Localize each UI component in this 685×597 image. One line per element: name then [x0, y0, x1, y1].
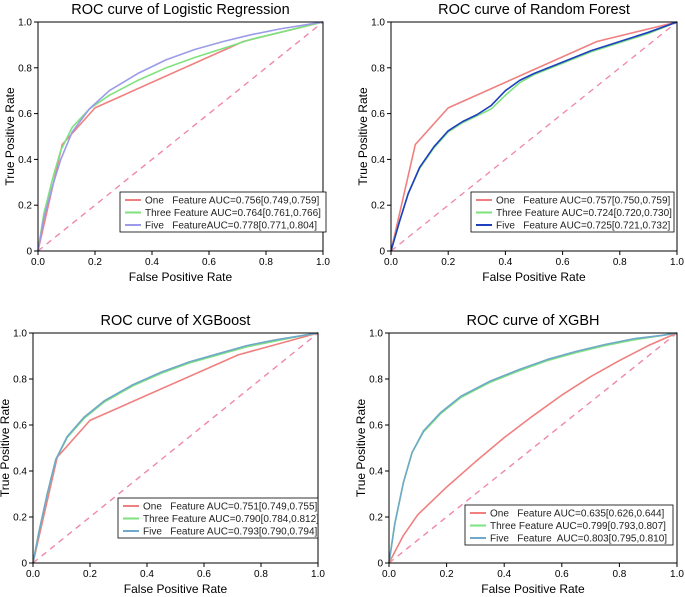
y-tick-label: 1.0 — [371, 18, 385, 29]
y-tick-label: 0 — [377, 559, 383, 570]
legend: One Feature AUC=0.751[0.749,0.755]Three … — [117, 497, 319, 539]
chart-title: ROC curve of Random Forest — [438, 2, 630, 18]
y-tick-label: 0.4 — [18, 155, 32, 166]
x-tick-label: 1.0 — [670, 257, 684, 268]
y-tick-label: 0.2 — [13, 513, 27, 524]
x-tick-label: 0.4 — [145, 257, 159, 268]
y-tick-label: 0.6 — [13, 421, 27, 432]
legend-entry-label: Three Feature AUC=0.790[0.784,0.812] — [143, 514, 319, 525]
roc-series-line-3 — [388, 332, 678, 564]
diagonal-reference-line — [37, 21, 324, 252]
plot-frame — [32, 332, 319, 564]
chart-panel-4: ROC curve of XGBH 0.0 0.2 0.4 0.6 0.8 1.0 0 0.2 0… — [354, 313, 684, 596]
legend: One Feature AUC=0.756[0.749,0.759]Three … — [119, 191, 327, 233]
x-tick-label: 0.0 — [26, 569, 40, 580]
x-axis-label: False Positive Rate — [124, 582, 228, 596]
x-tick-label: 0.6 — [202, 257, 216, 268]
y-tick-label: 0.6 — [369, 421, 383, 432]
x-axis-label: False Positive Rate — [481, 582, 585, 596]
x-axis-label: False Positive Rate — [129, 270, 233, 284]
y-tick-label: 0.2 — [369, 513, 383, 524]
legend-entry-label: One Feature AUC=0.751[0.749,0.755] — [143, 502, 318, 513]
y-tick-label: 1.0 — [369, 329, 383, 340]
y-tick-label: 0.8 — [369, 375, 383, 386]
y-tick-label: 0.2 — [371, 201, 385, 212]
x-tick-label: 0.6 — [197, 569, 211, 580]
x-tick-label: 0.4 — [497, 569, 511, 580]
roc-series-line-3 — [37, 21, 324, 252]
chart-panel-1: ROC curve of Logistic Regression 0.0 0.2 0.… — [3, 2, 330, 284]
x-tick-label: 0.4 — [498, 257, 512, 268]
x-tick-label: 0.4 — [140, 569, 154, 580]
legend-box — [119, 191, 327, 233]
x-tick-label: 0.8 — [259, 257, 273, 268]
x-tick-label: 0.8 — [612, 569, 626, 580]
roc-series-line-1 — [32, 332, 319, 564]
legend-entry-label: One Feature AUC=0.635[0.626,0.644] — [490, 509, 665, 520]
legend: One Feature AUC=0.635[0.626,0.644]Three … — [464, 504, 674, 546]
y-tick-label: 0.8 — [18, 63, 32, 74]
x-tick-label: 0.6 — [556, 257, 570, 268]
legend-entry-label: One Feature AUC=0.756[0.749,0.759] — [145, 196, 320, 207]
roc-series-line-3 — [32, 332, 319, 564]
legend-entry-label: One Feature AUC=0.757[0.750,0.759] — [496, 196, 671, 207]
roc-series-line-1 — [390, 21, 678, 252]
x-tick-label: 0.8 — [254, 569, 268, 580]
x-axis-label: False Positive Rate — [482, 270, 586, 284]
y-tick-label: 1.0 — [13, 329, 27, 340]
legend-box — [470, 191, 675, 233]
y-tick-label: 0.6 — [371, 109, 385, 120]
y-tick-label: 0 — [26, 247, 32, 258]
legend-entry-label: Five FeatureAUC=0.778[0.771,0.804] — [145, 221, 317, 232]
roc-series-line-3 — [390, 21, 678, 252]
x-tick-label: 0.0 — [382, 569, 396, 580]
plot-frame — [37, 21, 324, 252]
legend-entry-label: Five Feature AUC=0.725[0.721,0.732] — [496, 221, 670, 232]
y-axis-label: True Positive Rate — [3, 87, 17, 186]
x-tick-label: 0.8 — [613, 257, 627, 268]
y-tick-label: 0.6 — [18, 109, 32, 120]
x-tick-label: 1.0 — [311, 569, 325, 580]
chart-panel-2: ROC curve of Random Forest 0.0 0.2 0.4 0.6 0.… — [356, 2, 684, 284]
y-tick-label: 0.4 — [369, 467, 383, 478]
y-tick-label: 0.2 — [18, 201, 32, 212]
legend-entry-label: Three Feature AUC=0.799[0.793,0.807] — [490, 521, 666, 532]
y-tick-label: 0.8 — [13, 375, 27, 386]
x-tick-label: 0.2 — [88, 257, 102, 268]
y-tick-label: 0.8 — [371, 63, 385, 74]
x-tick-label: 0.0 — [31, 257, 45, 268]
legend-entry-label: Three Feature AUC=0.764[0.761,0.766] — [145, 208, 321, 219]
x-tick-label: 1.0 — [316, 257, 330, 268]
plot-frame — [390, 21, 678, 252]
roc-series-line-1 — [388, 332, 678, 564]
y-tick-label: 0 — [21, 559, 27, 570]
y-axis-label: True Positive Rate — [356, 87, 370, 186]
legend-box — [117, 497, 319, 539]
legend-box — [464, 504, 674, 546]
y-tick-label: 1.0 — [18, 18, 32, 29]
y-axis-label: True Positive Rate — [354, 399, 368, 498]
roc-series-line-2 — [37, 21, 324, 252]
x-tick-label: 0.0 — [384, 257, 398, 268]
plot-frame — [388, 332, 678, 564]
chart-title: ROC curve of XGBH — [467, 313, 600, 329]
chart-title: ROC curve of XGBoost — [101, 313, 251, 329]
y-tick-label: 0 — [379, 247, 385, 258]
legend-entry-label: Five Feature AUC=0.793[0.790,0.794] — [143, 527, 317, 538]
x-tick-label: 0.2 — [83, 569, 97, 580]
y-tick-label: 0.4 — [371, 155, 385, 166]
legend-entry-label: Five Feature AUC=0.803[0.795,0.810] — [490, 534, 667, 545]
y-tick-label: 0.4 — [13, 467, 27, 478]
legend: One Feature AUC=0.757[0.750,0.759]Three … — [470, 191, 675, 233]
x-tick-label: 0.6 — [555, 569, 569, 580]
chart-panel-3: ROC curve of XGBoost 0.0 0.2 0.4 0.6 0.8 1.0 0 0… — [0, 313, 325, 596]
chart-title: ROC curve of Logistic Regression — [71, 2, 289, 18]
x-tick-label: 0.2 — [441, 257, 455, 268]
x-tick-label: 1.0 — [670, 569, 684, 580]
y-axis-label: True Positive Rate — [0, 399, 12, 498]
x-tick-label: 0.2 — [440, 569, 454, 580]
legend-entry-label: Three Feature AUC=0.724[0.720,0.730] — [496, 208, 672, 219]
